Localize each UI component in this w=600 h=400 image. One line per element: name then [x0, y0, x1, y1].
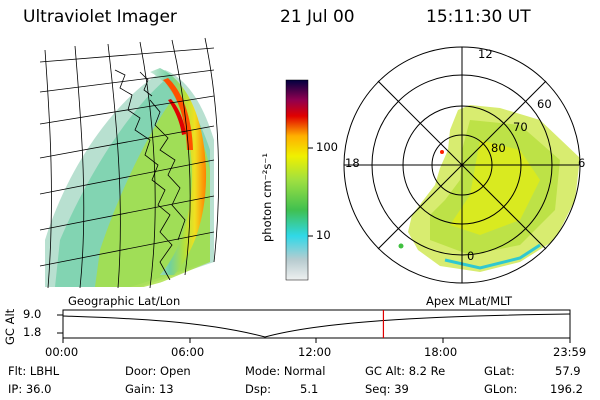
auroral-oval-arc [150, 68, 207, 275]
dsp-label: Dsp: [245, 382, 272, 396]
time-tick-1800: 18:00 [424, 345, 458, 359]
instrument-title: Ultraviolet Imager [23, 7, 177, 27]
altitude-max-label: 9.0 [23, 307, 42, 321]
gc-alt-readout: GC Alt: 8.2 Re [365, 364, 446, 378]
lat-label-80: 80 [491, 141, 506, 155]
coastline [114, 69, 173, 281]
altitude-strip [57, 309, 571, 343]
time-tick-2359: 23:59 [553, 345, 587, 359]
colorbar [285, 79, 309, 281]
glat-value: 57.9 [555, 364, 581, 378]
mlt-label-18: 18 [345, 156, 360, 170]
mlt-label-6: 6 [578, 156, 586, 170]
altitude-curve [62, 313, 571, 338]
observation-time: 15:11:30 UT [426, 7, 531, 27]
geographic-globe-image [45, 68, 214, 287]
gain-readout: Gain: 13 [125, 382, 174, 396]
apex-projection-label: Apex MLat/MLT [426, 294, 513, 308]
glon-value: 196.2 [550, 382, 583, 396]
seq-readout: Seq: 39 [365, 382, 409, 396]
time-tick-0600: 06:00 [171, 345, 205, 359]
time-tick-0000: 00:00 [45, 345, 79, 359]
altitude-min-label: 1.8 [23, 325, 42, 339]
colorbar-tick-100: 100 [316, 140, 338, 154]
mlt-label-12: 12 [478, 47, 493, 61]
filter-readout: Flt: LBHL [8, 364, 60, 378]
colorbar-tick-10: 10 [316, 228, 331, 242]
lat-label-60: 60 [537, 97, 552, 111]
mode-readout: Mode: Normal [245, 364, 326, 378]
glon-label: GLon: [484, 382, 518, 396]
mlt-label-0: 0 [467, 249, 475, 263]
lat-lon-grid [39, 37, 220, 289]
lat-label-70: 70 [513, 120, 528, 134]
time-tick-1200: 12:00 [298, 345, 332, 359]
apex-polar-plot [343, 46, 581, 284]
ip-readout: IP: 36.0 [8, 382, 52, 396]
glat-label: GLat: [484, 364, 515, 378]
altitude-axis-label: GC Alt [3, 308, 17, 345]
door-readout: Door: Open [125, 364, 191, 378]
geographic-projection-label: Geographic Lat/Lon [68, 294, 181, 308]
colorbar-unit-label: photon cm⁻²s⁻¹ [260, 153, 274, 242]
observation-date: 21 Jul 00 [280, 7, 355, 27]
dsp-value: 5.1 [300, 382, 319, 396]
